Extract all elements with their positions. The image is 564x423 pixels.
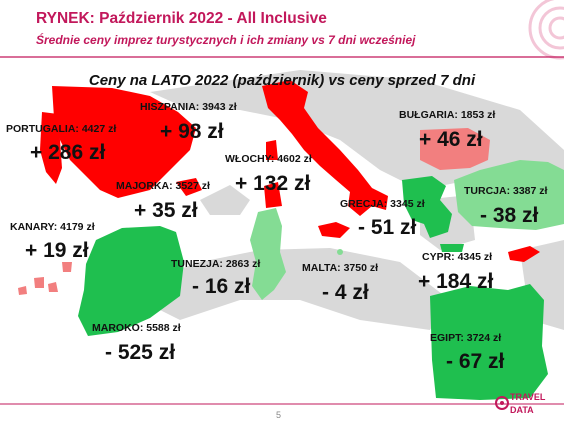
change-cypr: + 184 zł <box>418 270 494 293</box>
svg-text:DATA: DATA <box>510 405 534 415</box>
country-italy <box>262 80 388 238</box>
page-number: 5 <box>276 410 282 420</box>
country-greece <box>402 176 464 252</box>
country-spain <box>52 86 196 198</box>
label-turcja: TURCJA: 3387 zł <box>464 185 548 197</box>
page-subtitle: Średnie ceny imprez turystycznych i ich … <box>36 33 416 47</box>
change-kanary: + 19 zł <box>25 239 89 262</box>
change-maroko: - 525 zł <box>105 341 176 364</box>
change-grecja: - 51 zł <box>358 216 417 239</box>
change-tunezja: - 16 zł <box>192 275 251 298</box>
travel-data-logo: TRAVEL DATA <box>494 387 560 419</box>
label-portugalia: PORTUGALIA: 4427 zł <box>6 123 117 135</box>
country-kanary <box>18 262 72 295</box>
country-portugal <box>40 112 62 184</box>
country-majorka <box>176 178 202 196</box>
change-wlochy: + 132 zł <box>235 172 311 195</box>
label-malta: MALTA: 3750 zł <box>302 262 379 274</box>
change-majorka: + 35 zł <box>134 199 198 222</box>
label-kanary: KANARY: 4179 zł <box>10 221 95 233</box>
label-tunezja: TUNEZJA: 2863 zł <box>171 258 261 270</box>
label-wlochy: WŁOCHY: 4602 zł <box>225 153 312 165</box>
country-bulgaria <box>420 128 490 170</box>
label-egipt: EGIPT: 3724 zł <box>430 332 502 344</box>
country-malta <box>337 249 343 255</box>
label-hiszpania: HISZPANIA: 3943 zł <box>140 101 237 113</box>
change-portugalia: + 286 zł <box>30 141 106 164</box>
change-hiszpania: + 98 zł <box>160 120 224 143</box>
label-maroko: MAROKO: 5588 zł <box>92 322 181 334</box>
change-turcja: - 38 zł <box>480 204 539 227</box>
change-bulgaria: + 46 zł <box>419 128 483 151</box>
decorative-rings <box>528 0 564 60</box>
page-title: RYNEK: Październik 2022 - All Inclusive <box>36 10 327 27</box>
country-morocco <box>78 226 184 336</box>
country-cyprus <box>508 246 540 262</box>
country-turkey <box>454 160 564 230</box>
change-malta: - 4 zł <box>322 281 369 304</box>
country-egypt <box>430 284 548 400</box>
label-grecja: GRECJA: 3345 zł <box>340 198 425 210</box>
change-egipt: - 67 zł <box>446 350 505 373</box>
label-bulgaria: BUŁGARIA: 1853 zł <box>399 109 496 121</box>
logo-icon: TRAVEL DATA <box>495 392 546 415</box>
country-tunisia <box>250 208 286 300</box>
label-majorka: MAJORKA: 3527 zł <box>116 180 210 192</box>
svg-text:TRAVEL: TRAVEL <box>510 392 546 402</box>
label-cypr: CYPR: 4345 zł <box>422 251 493 263</box>
chart-headline: Ceny na LATO 2022 (październik) vs ceny … <box>88 72 476 89</box>
